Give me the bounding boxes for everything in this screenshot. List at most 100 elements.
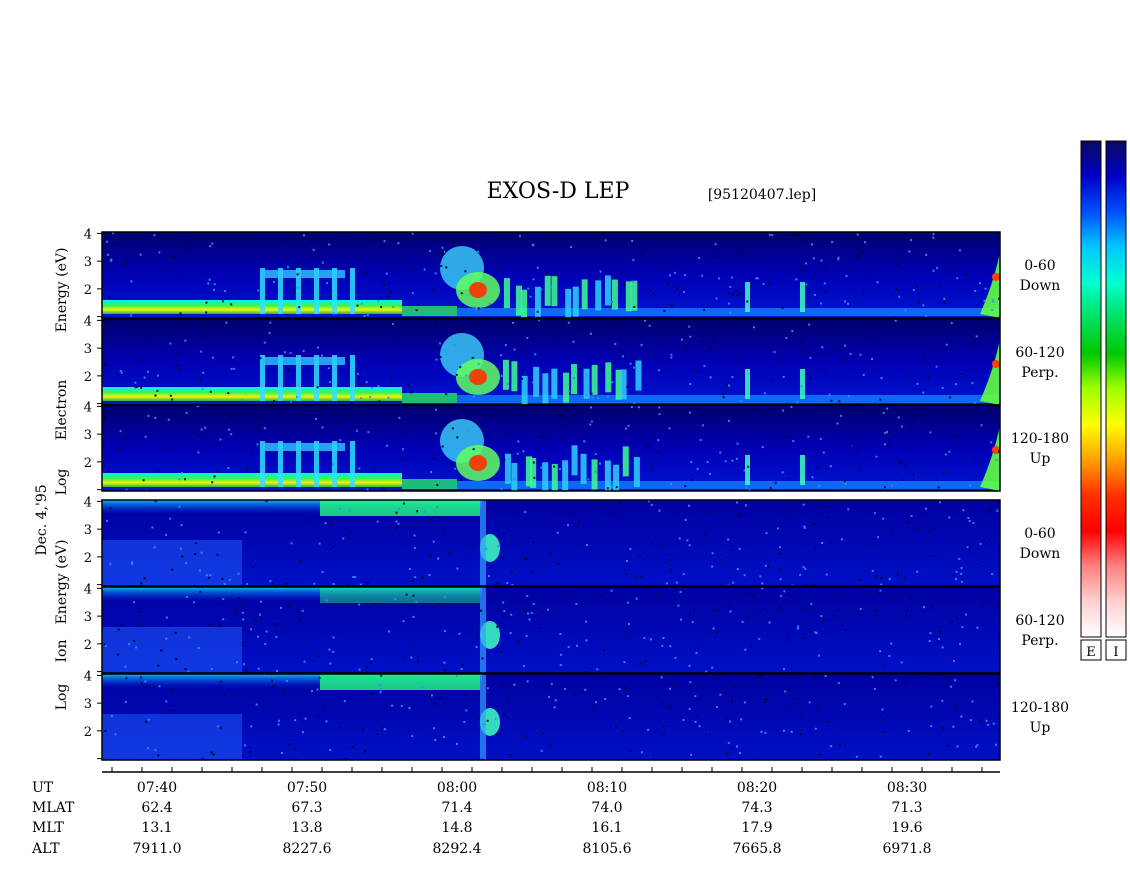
ion-ylabel-energy: Energy (eV)	[54, 540, 70, 625]
y-tick-label: 3	[84, 523, 92, 538]
burst	[551, 276, 558, 307]
y-tick-label: 3	[84, 342, 92, 357]
panel-image	[102, 232, 1000, 318]
burst	[565, 288, 572, 318]
pitch-range-label: 60-120	[1015, 613, 1064, 629]
burst	[521, 289, 528, 318]
orbit-value: 8292.4	[433, 841, 482, 857]
noise	[102, 627, 242, 673]
event	[480, 674, 486, 760]
burst	[613, 464, 620, 491]
pitch-band-labels: 0-60 Down 60-120 Perp. 120-180 Up 0-60 Down 60-1…	[1011, 258, 1069, 736]
colorbar-label: I	[1113, 645, 1118, 660]
burst	[591, 459, 598, 490]
panel-image	[102, 319, 1000, 405]
y-tick-label: 4	[84, 495, 92, 510]
edge-rise	[992, 446, 1000, 454]
orbit-row-label: MLAT	[32, 800, 75, 816]
y-tick-label: 4	[84, 227, 92, 242]
burst	[551, 368, 558, 399]
orbit-value: 8227.6	[283, 841, 332, 857]
burst	[314, 268, 319, 314]
panel-electron-perp: 2 3 4	[84, 314, 1001, 406]
burst	[800, 282, 805, 312]
electron-ylabel-log: Log	[54, 469, 70, 496]
burst	[278, 268, 283, 314]
y-tick-label: 3	[84, 697, 92, 712]
burst	[800, 369, 805, 399]
burst	[521, 375, 528, 405]
orbit-value: 13.8	[291, 820, 322, 836]
burst	[572, 286, 579, 317]
low-energy-band	[402, 393, 457, 403]
orbit-value: 8105.6	[583, 841, 632, 857]
burst	[595, 280, 602, 311]
orbit-value: 17.9	[741, 820, 772, 836]
panel-ion-down: 2 3 4	[84, 495, 1001, 587]
orbit-value: 67.3	[291, 800, 322, 816]
noise	[105, 232, 1000, 318]
colorbar-label: E	[1086, 645, 1096, 660]
burst	[542, 462, 549, 491]
burst	[622, 446, 629, 477]
edge-rise	[992, 360, 1000, 368]
noise	[102, 714, 242, 760]
panel-ion-perp: 2 3 4	[84, 582, 1001, 674]
burst	[260, 441, 265, 487]
y-tick-label: 4	[84, 400, 92, 415]
burst	[580, 453, 587, 484]
burst	[745, 369, 750, 399]
pitch-direction-label: Down	[1020, 546, 1061, 562]
burst	[615, 369, 622, 400]
burst	[591, 364, 598, 395]
event	[469, 282, 487, 298]
burst	[332, 441, 337, 487]
colorbar-label-box	[1105, 639, 1127, 661]
event	[469, 369, 487, 385]
colorbar	[1080, 140, 1102, 638]
orbit-row-label: MLT	[32, 820, 64, 836]
y-tick-label: 3	[84, 428, 92, 443]
burst	[265, 270, 345, 278]
chart-title: EXOS-D LEP	[487, 179, 630, 204]
burst	[633, 457, 640, 488]
pitch-range-label: 120-180	[1011, 700, 1069, 716]
burst	[260, 355, 265, 401]
burst	[515, 285, 522, 316]
noise	[104, 674, 999, 760]
burst	[314, 355, 319, 401]
orbit-value: 16.1	[591, 820, 622, 836]
orbit-value: 19.6	[891, 820, 922, 836]
low-energy-band	[457, 308, 1000, 316]
x-tick-label: 08:10	[587, 780, 627, 796]
low-energy-band	[402, 479, 457, 489]
burst	[571, 364, 578, 395]
burst	[745, 282, 750, 312]
panel-frame	[101, 404, 1001, 492]
x-tick-label: 08:20	[737, 780, 777, 796]
orbit-value: 14.8	[441, 820, 472, 836]
x-tick-label: 08:00	[437, 780, 477, 796]
burst	[544, 275, 551, 306]
edge-rise	[980, 252, 1000, 318]
panel-image	[102, 674, 1000, 760]
pitch-direction-label: Up	[1030, 720, 1051, 736]
pitch-direction-label: Perp.	[1021, 633, 1058, 649]
ion-top-band	[320, 674, 480, 690]
orbit-value: 71.3	[891, 800, 922, 816]
burst	[260, 268, 265, 314]
y-labels: Log Electron Energy (eV) Dec. 4,'95 Log …	[34, 248, 70, 711]
panel-frame	[101, 231, 1001, 319]
panel-ion-up: 2 3 4	[84, 669, 1001, 761]
burst	[551, 463, 558, 491]
burst	[504, 453, 511, 484]
edge-rise	[992, 273, 1000, 281]
event	[480, 500, 486, 586]
noise	[105, 500, 999, 586]
pitch-direction-label: Perp.	[1021, 365, 1058, 381]
orbit-table: UT MLAT MLT ALT 07:40 62.4 13.1 7911.0 07:50 67.3…	[31, 780, 932, 857]
burst	[511, 463, 518, 491]
edge-rise	[980, 425, 1000, 491]
panels: 2 3 4 2 3 4 2 3 4 2 3 4 2 3 4 2 3 4	[84, 227, 1001, 761]
orbit-row-label: UT	[32, 780, 54, 796]
